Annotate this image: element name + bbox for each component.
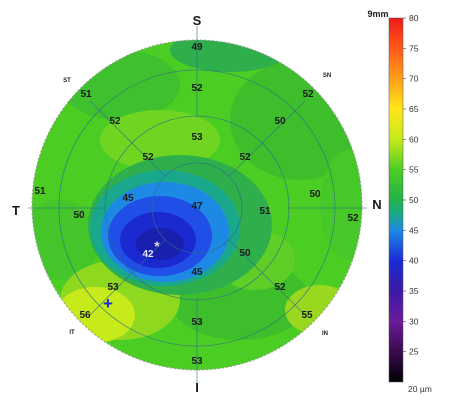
colorbar-tick-label: 75	[409, 43, 419, 53]
sector-value: 52	[109, 116, 121, 127]
sector-value: 51	[80, 89, 92, 100]
orientation-s: S	[193, 13, 202, 28]
colorbar	[388, 17, 404, 383]
fovea-marker: *	[154, 238, 160, 254]
sector-value: 51	[34, 186, 46, 197]
colorbar-tick-label: 65	[409, 104, 419, 114]
orientation-st: ST	[63, 78, 71, 84]
color-scale: 9mm 80 75 70 65 60 55 50 45 40 35 30 25 20 µm	[367, 9, 431, 394]
colorbar-tick-label: 30	[409, 316, 419, 326]
colorbar-tick-label: 55	[409, 165, 419, 175]
sector-value: 50	[309, 189, 321, 200]
orientation-n: N	[372, 197, 381, 212]
colorbar-tick-label: 35	[409, 286, 419, 296]
colorbar-tick-label: 25	[409, 347, 419, 357]
sector-value: 50	[73, 210, 85, 221]
sector-grid	[28, 26, 367, 385]
orientation-t: T	[12, 203, 20, 218]
scale-unit: 20 µm	[408, 384, 432, 394]
orientation-i: I	[195, 380, 199, 395]
sector-value: 53	[191, 356, 203, 367]
scale-title: 9mm	[367, 9, 388, 19]
colorbar-tick-label: 40	[409, 256, 419, 266]
sector-value: 52	[191, 83, 203, 94]
colorbar-tick-label: 45	[409, 225, 419, 235]
sector-value: 45	[122, 193, 134, 204]
sector-value: 52	[274, 282, 286, 293]
orientation-labels: S I T N ST SN IT IN	[12, 13, 382, 395]
sector-value: 49	[191, 42, 203, 53]
plus-marker: +	[103, 294, 113, 313]
thickness-map-disc	[32, 40, 362, 370]
sector-value: 52	[239, 152, 251, 163]
sector-value: 53	[191, 317, 203, 328]
colorbar-tick-label: 50	[409, 195, 419, 205]
colorbar-tick-label: 60	[409, 134, 419, 144]
colorbar-tick-label: 70	[409, 74, 419, 84]
sector-value: 52	[347, 213, 359, 224]
sector-value: 55	[301, 310, 313, 321]
orientation-sn: SN	[323, 73, 331, 79]
sector-value: 47	[191, 201, 203, 212]
center-value: 42	[142, 249, 154, 260]
orientation-in: IN	[322, 331, 328, 337]
sector-value: 50	[239, 248, 251, 259]
sector-values: 49 52 53 52 52 52 51 50 52 51 50 45 47 5…	[34, 42, 359, 367]
sector-value: 56	[79, 310, 91, 321]
orientation-it: IT	[69, 330, 75, 336]
sector-value: 52	[302, 89, 314, 100]
sector-value: 53	[191, 132, 203, 143]
colorbar-tick-label: 80	[409, 13, 419, 23]
sector-value: 53	[107, 282, 119, 293]
sector-value: 45	[191, 267, 203, 278]
sector-value: 52	[142, 152, 154, 163]
sector-value: 51	[259, 206, 271, 217]
sector-value: 50	[274, 116, 286, 127]
